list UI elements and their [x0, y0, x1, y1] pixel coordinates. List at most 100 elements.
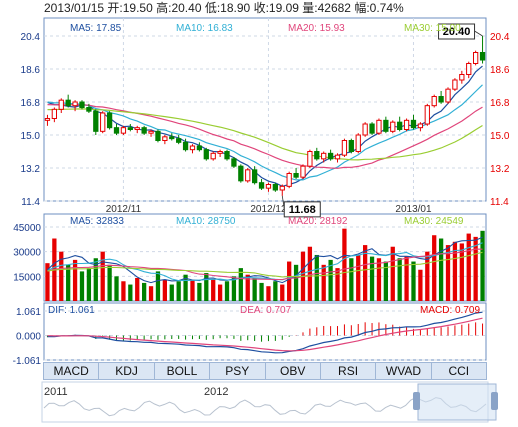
volume-bar: [197, 282, 202, 301]
quote-change: 幅:0.74%: [354, 1, 404, 15]
volume-ma10-line: [47, 242, 483, 282]
volume-tick-left: 30000: [13, 248, 41, 259]
dea-line: [47, 317, 483, 352]
candle-body: [51, 108, 58, 120]
tab-kdj[interactable]: KDJ: [99, 363, 155, 379]
macd-legend-2: DEA: 0.707: [240, 305, 292, 316]
volume-bar: [162, 279, 168, 301]
macd-tick-left: 1.061: [16, 307, 41, 318]
volume-tick-left: 45000: [13, 223, 41, 234]
volume-bar: [252, 277, 257, 301]
macd-tick-left: 0.000: [16, 332, 41, 343]
candle-body: [258, 182, 265, 189]
price-x-tick: 2013/01: [395, 204, 432, 215]
candle-body: [162, 136, 168, 141]
volume-bar: [404, 256, 409, 301]
candle-body: [466, 63, 472, 75]
candle-body: [210, 152, 216, 160]
ma10-line: [47, 84, 483, 181]
volume-legend-3: MA20: 28192: [288, 216, 348, 227]
tab-cci[interactable]: CCI: [448, 364, 470, 378]
candle-body: [127, 127, 133, 130]
candle-body: [403, 119, 410, 131]
volume-bar: [128, 284, 133, 301]
volume-ma5-line: [47, 236, 483, 284]
tab-boll[interactable]: BOLL: [155, 363, 211, 379]
tab-wvad[interactable]: WVAD: [376, 363, 432, 379]
volume-bar: [93, 258, 98, 301]
volume-tick-left: 15000: [13, 272, 41, 283]
tab-psy[interactable]: PSY: [210, 363, 266, 379]
volume-bar: [66, 264, 71, 301]
volume-bar: [224, 281, 230, 301]
candle-body: [417, 123, 424, 129]
tab-obv[interactable]: OBV: [266, 363, 321, 379]
candle-body: [431, 96, 437, 107]
volume-legend-4: MA30: 24549: [404, 216, 464, 227]
quote-info-bar: 2013/01/15 开:19.50 高:20.40 低:18.90 收:19.…: [44, 0, 404, 16]
volume-bar: [473, 236, 478, 301]
tab-rsi[interactable]: RSI: [321, 363, 377, 379]
candle-body: [293, 173, 299, 178]
candle-body: [134, 127, 140, 130]
volume-bar: [369, 256, 375, 301]
volume-bar: [362, 245, 368, 301]
price-tick-right: 16.8: [490, 98, 510, 109]
candle-body: [79, 101, 85, 108]
candle-body: [120, 127, 127, 134]
dif-line: [47, 311, 483, 354]
candle-body: [148, 130, 154, 134]
annotation-label: 11.68: [289, 204, 316, 216]
volume-bar: [383, 261, 389, 301]
candle-body: [224, 151, 230, 160]
candle-body: [479, 52, 486, 61]
volume-ma20-line: [47, 248, 483, 281]
volume-bar: [169, 284, 174, 301]
quote-high: 高:20.40: [156, 1, 202, 15]
volume-bar: [314, 254, 319, 301]
candle-body: [72, 101, 78, 107]
candle-body: [307, 151, 313, 167]
volume-bar: [79, 271, 85, 301]
candle-body: [286, 173, 292, 187]
indicator-tabs: MACD KDJ BOLL PSY OBV RSI WVAD CCI: [43, 362, 487, 380]
volume-bar: [245, 274, 250, 301]
ma20-line: [47, 104, 483, 169]
price-tick-left: 16.8: [21, 98, 41, 109]
candle-body: [189, 145, 196, 151]
candle-body: [438, 96, 444, 103]
macd-legend-1: DIF: 1.061: [48, 305, 95, 316]
volume-bar: [204, 273, 209, 301]
volume-bar: [418, 269, 423, 301]
volume-bar: [135, 277, 140, 301]
annotation-label: 20.40: [443, 26, 471, 38]
volume-bar: [231, 276, 237, 301]
price-tick-right: 20.4: [490, 32, 510, 43]
candle-body: [141, 127, 147, 134]
volume-bar: [121, 281, 126, 301]
volume-bar: [238, 268, 243, 301]
candle-body: [238, 165, 244, 182]
candle-body: [390, 121, 396, 132]
price-tick-right: 15.0: [490, 131, 510, 142]
candle-body: [445, 88, 451, 103]
volume-bar: [141, 282, 147, 301]
price-legend-2: MA10: 16.83: [176, 23, 233, 34]
candle-body: [472, 52, 479, 64]
navigator-right-handle[interactable]: [491, 392, 498, 410]
navigator-left-handle[interactable]: [413, 392, 420, 410]
candle-body: [231, 158, 237, 167]
volume-bar: [376, 258, 382, 301]
volume-bar: [287, 261, 292, 301]
volume-bar: [155, 271, 161, 301]
price-legend-1: MA5: 17.85: [70, 23, 122, 34]
candle-body: [113, 127, 120, 134]
quote-date: 2013/01/15: [44, 1, 105, 15]
candle-body: [169, 136, 175, 140]
candle-body: [93, 110, 99, 132]
price-x-tick: 2012/12: [250, 204, 287, 215]
candle-body: [424, 105, 430, 125]
macd-panel-frame: [43, 302, 487, 361]
tab-macd[interactable]: MACD: [44, 363, 100, 379]
volume-bar: [356, 254, 361, 301]
